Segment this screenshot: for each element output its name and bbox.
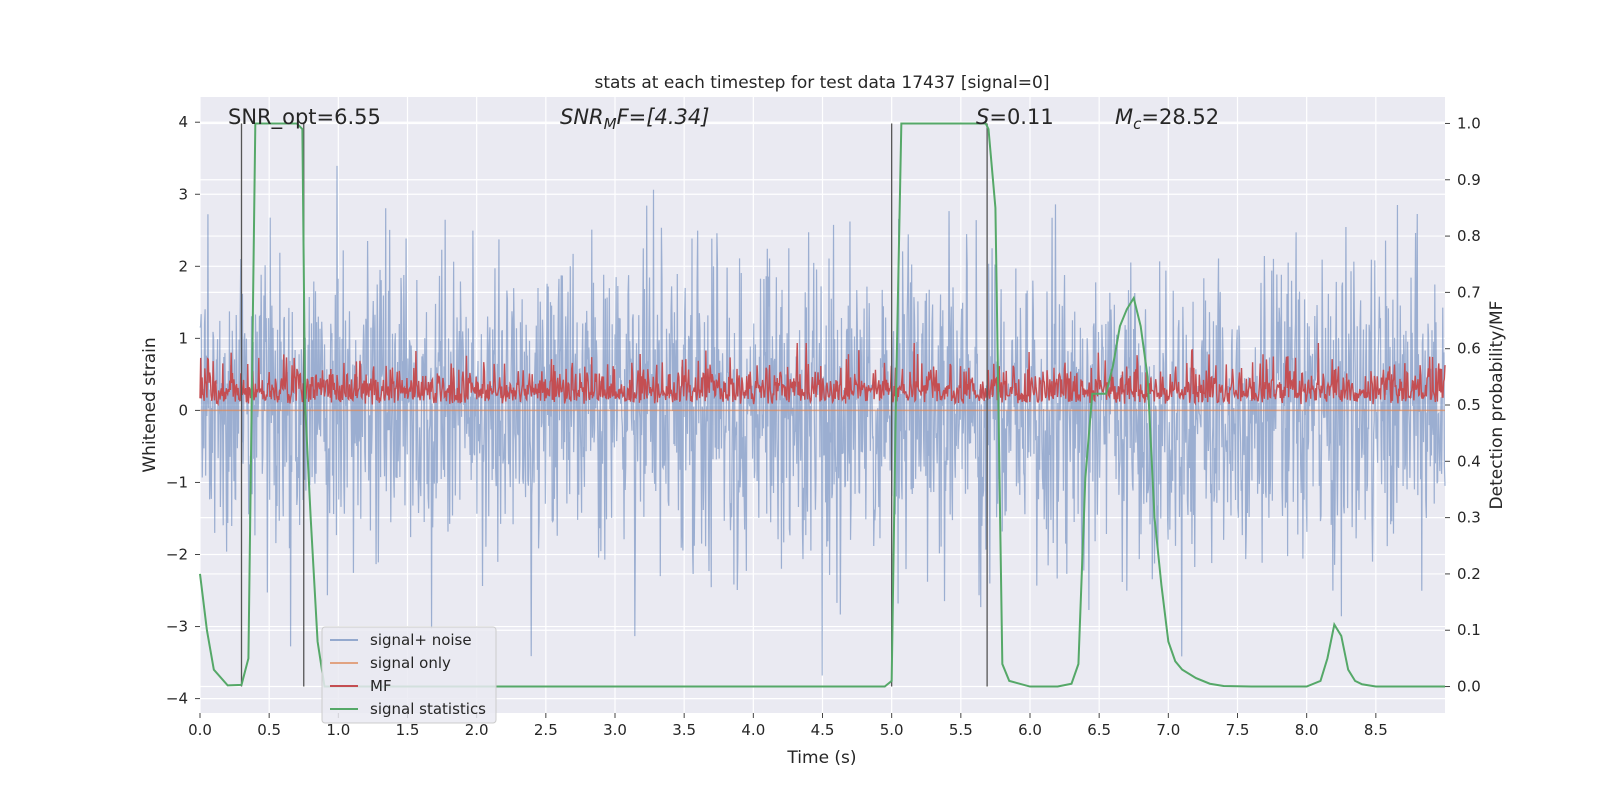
- s-name: S: [976, 105, 989, 129]
- x-tick-label: 1.5: [396, 721, 420, 739]
- y-tick-label: −3: [166, 618, 188, 636]
- y-axis-label: Whitened strain: [140, 337, 160, 472]
- x-tick-label: 7.0: [1156, 721, 1180, 739]
- y-tick-label: 3: [178, 185, 188, 203]
- legend-label-signal-only: signal only: [370, 654, 451, 672]
- y2-tick-label: 0.7: [1457, 283, 1481, 301]
- snr-mf-sub: M: [604, 115, 617, 133]
- x-tick-label: 0.0: [188, 721, 212, 739]
- y2-tick-label: 0.4: [1457, 452, 1481, 470]
- y2-tick-label: 0.8: [1457, 227, 1481, 245]
- y-axis-ticks: 4 3 2 1 0 −1 −2 −3 −4: [166, 113, 200, 708]
- legend-box: [321, 626, 497, 724]
- signal-statistics-series: [199, 122, 1445, 688]
- y2-tick-label: 0.0: [1457, 678, 1481, 696]
- x-tick-label: 6.0: [1018, 721, 1042, 739]
- annotation-mc: Mc=28.52: [1115, 105, 1219, 133]
- signal-noise-line: [199, 165, 1446, 676]
- y-tick-label: −1: [166, 473, 188, 491]
- snr-mf-name: SNR: [560, 105, 604, 129]
- signal-noise-series: [199, 165, 1446, 676]
- annotation-snr-opt: SNR_opt=6.55: [228, 105, 381, 130]
- y2-axis-ticks: 1.0 0.9 0.8 0.7 0.6 0.5 0.4 0.3 0.2 0.1 0.0: [1445, 114, 1481, 696]
- x-tick-label: 3.0: [603, 721, 627, 739]
- x-tick-label: 3.5: [672, 721, 696, 739]
- mf-series: [199, 343, 1446, 407]
- x-axis-label: Time (s): [786, 748, 856, 768]
- y2-tick-label: 0.1: [1457, 621, 1481, 639]
- x-tick-label: 8.0: [1295, 721, 1319, 739]
- y-tick-label: 2: [178, 257, 188, 275]
- x-tick-label: 2.0: [465, 721, 489, 739]
- x-tick-label: 4.0: [741, 721, 765, 739]
- x-tick-label: 0.5: [257, 721, 281, 739]
- x-tick-label: 5.5: [949, 721, 973, 739]
- annotation-s: S=0.11: [976, 105, 1054, 129]
- mc-tail: =28.52: [1141, 105, 1219, 129]
- y2-tick-label: 0.5: [1457, 396, 1481, 414]
- y2-tick-label: 0.9: [1457, 171, 1481, 189]
- y2-axis-label: Detection probability/MF: [1487, 301, 1507, 510]
- snr-mf-tail: F=[4.34]: [617, 105, 710, 129]
- y-tick-label: −2: [166, 545, 188, 563]
- y-tick-label: 1: [178, 329, 188, 347]
- y2-tick-label: 0.2: [1457, 565, 1481, 583]
- y-tick-label: −4: [166, 690, 188, 708]
- mc-name: M: [1115, 105, 1133, 129]
- legend-label-mf: MF: [370, 677, 392, 695]
- y2-tick-label: 0.3: [1457, 509, 1481, 527]
- annotation-snr-mf: SNRMF=[4.34]: [560, 105, 709, 133]
- x-tick-label: 1.0: [326, 721, 350, 739]
- y2-tick-label: 0.6: [1457, 340, 1481, 358]
- x-axis-ticks: 0.0 0.5 1.0 1.5 2.0 2.5 3.0 3.5 4.0 4.5 5.0 5.5 6.0 6…: [188, 713, 1388, 739]
- x-tick-label: 8.5: [1364, 721, 1388, 739]
- mf-line: [199, 343, 1446, 407]
- mc-sub: c: [1133, 115, 1142, 133]
- legend-label-signal-statistics: signal statistics: [370, 700, 486, 718]
- x-tick-label: 5.0: [880, 721, 904, 739]
- y2-tick-label: 1.0: [1457, 114, 1481, 132]
- x-tick-label: 2.5: [534, 721, 558, 739]
- legend-label-signal-noise: signal+ noise: [370, 631, 472, 649]
- signal-statistics-line: [199, 122, 1445, 688]
- s-tail: =0.11: [989, 105, 1053, 129]
- x-tick-label: 4.5: [811, 721, 835, 739]
- y-tick-label: 0: [178, 401, 188, 419]
- legend: signal+ noise signal only MF signal stat…: [321, 626, 497, 724]
- x-tick-label: 7.5: [1226, 721, 1250, 739]
- y-tick-label: 4: [178, 113, 188, 131]
- chart-title: stats at each timestep for test data 174…: [595, 73, 1050, 93]
- x-tick-label: 6.5: [1087, 721, 1111, 739]
